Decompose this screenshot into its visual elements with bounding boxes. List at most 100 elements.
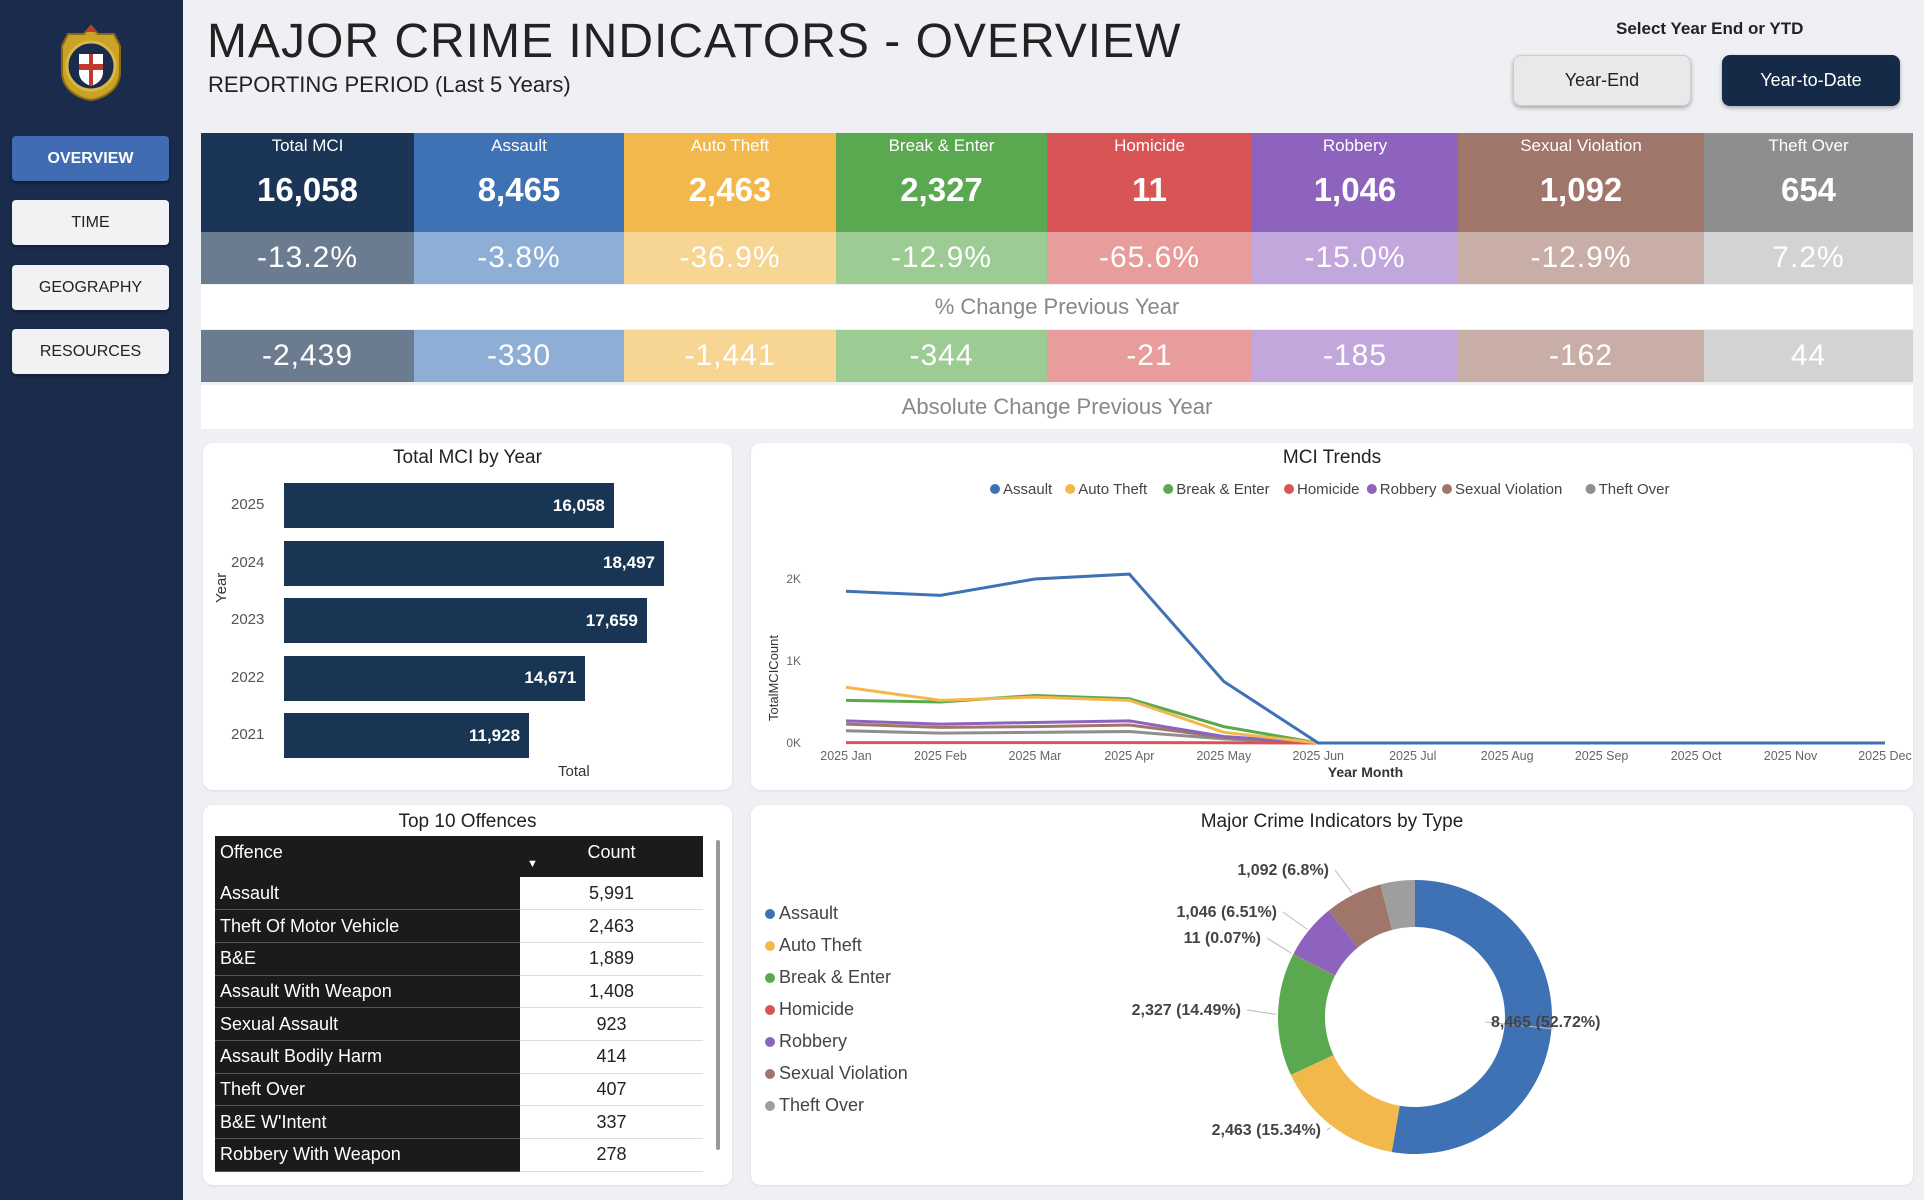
donut-legend-item[interactable]: Assault (765, 903, 838, 924)
series-line-break-enter[interactable] (845, 693, 1885, 745)
x-tick-label: 2025 Feb (914, 749, 967, 763)
bar-row: 17,659 (284, 598, 647, 643)
x-tick-label: 2025 Apr (1104, 749, 1154, 763)
legend-label[interactable]: Assault (1003, 481, 1053, 498)
donut-legend-item[interactable]: Sexual Violation (765, 1063, 908, 1084)
count-cell: 414 (520, 1040, 703, 1074)
table-row[interactable]: Theft Of Motor Vehicle 2,463 (215, 909, 703, 943)
offence-cell: Theft Of Motor Vehicle (215, 909, 520, 943)
kpi-pct-change-homicide: -65.6% (1047, 232, 1252, 284)
kpi-value: 1,046 (1313, 170, 1397, 208)
donut-slice-break-enter[interactable] (1278, 954, 1335, 1075)
offence-column-header[interactable]: Offence ▼ (215, 836, 538, 877)
bar[interactable]: 11,928 (284, 713, 530, 758)
legend-label[interactable]: Sexual Violation (1455, 481, 1562, 498)
mci-by-type-panel: Major Crime Indicators by Type Assault Au… (751, 805, 1913, 1185)
donut-slice-theft-over[interactable] (1380, 880, 1415, 930)
donut-data-label: 8,465 (52.72%) (1491, 1014, 1600, 1031)
kpi-abs-change-row: -2,439 -330 -1,441 -344 -21 -185 -162 44 (201, 330, 1913, 382)
sidebar-item-time[interactable]: TIME (12, 200, 169, 245)
donut-slice-robbery[interactable] (1293, 910, 1359, 976)
offence-cell: Sexual Assault (215, 1007, 520, 1041)
bar-value-label: 17,659 (585, 610, 638, 630)
legend-dot (990, 484, 1000, 494)
table-row[interactable]: Assault Bodily Harm 414 (215, 1040, 703, 1074)
kpi-name: Robbery (1322, 136, 1388, 155)
kpi-pct-change-theft-over: 7.2% (1704, 232, 1913, 284)
table-row[interactable]: Theft Over 407 (215, 1073, 703, 1107)
table-row[interactable]: B&E W'Intent 337 (215, 1105, 703, 1139)
kpi-abs-change-homicide: -21 (1047, 330, 1252, 382)
y-tick-label: 0K (786, 736, 801, 750)
donut-slice-auto-theft[interactable] (1290, 1055, 1400, 1153)
legend-dot (1284, 484, 1294, 494)
count-column-header[interactable]: Count (520, 836, 703, 877)
page-title: MAJOR CRIME INDICATORS - OVERVIEW (207, 15, 1182, 68)
series-line-auto-theft[interactable] (845, 685, 1885, 745)
donut-legend-item[interactable]: Robbery (765, 1031, 847, 1052)
sort-desc-icon[interactable]: ▼ (527, 858, 538, 870)
table-row[interactable]: B&E 1,889 (215, 942, 703, 976)
legend-label[interactable]: Theft Over (1599, 481, 1670, 498)
bar-row: 11,928 (284, 713, 530, 758)
bar[interactable]: 18,497 (284, 540, 664, 586)
bar[interactable]: 17,659 (284, 598, 647, 643)
kpi-card-auto-theft: Auto Theft 2,463 (624, 133, 836, 232)
legend-label[interactable]: Robbery (1380, 481, 1437, 498)
kpi-value: 2,327 (900, 170, 983, 208)
kpi-name: Auto Theft (690, 136, 770, 155)
bar-year-label: 2024 (231, 553, 265, 571)
bar[interactable]: 14,671 (284, 655, 586, 701)
table-row[interactable]: Sexual Assault 923 (215, 1007, 703, 1041)
table-row[interactable]: Assault With Weapon 1,408 (215, 975, 703, 1009)
table-title: Top 10 Offences (398, 811, 537, 832)
donut-legend-item[interactable]: Break & Enter (765, 967, 891, 988)
kpi-pct-change-auto-theft: -36.9% (624, 232, 836, 284)
donut-legend-item[interactable]: Theft Over (765, 1095, 864, 1116)
donut-leader-line (1246, 1009, 1277, 1015)
x-tick-label: 2025 Jan (820, 749, 871, 763)
table-row[interactable]: Assault 5,991 (215, 877, 703, 911)
donut-slice-assault[interactable] (1391, 880, 1552, 1154)
year-to-date-button[interactable]: Year-to-Date (1722, 55, 1900, 106)
donut-legend-label: Robbery (779, 1031, 848, 1051)
kpi-name: Assault (491, 136, 547, 155)
sidebar-item-overview[interactable]: OVERVIEW (12, 136, 169, 181)
bar[interactable]: 16,058 (284, 483, 614, 528)
kpi-abs-change-total-mci: -2,439 (201, 330, 414, 382)
top-offences-table: Offence ▼ Count Assault 5,991 Theft Of Mot… (215, 836, 703, 1172)
count-cell: 5,991 (520, 877, 703, 911)
sidebar: OVERVIEW TIME GEOGRAPHY RESOURCES (0, 0, 183, 1200)
donut-leader-line (1266, 937, 1292, 954)
legend-label[interactable]: Auto Theft (1078, 481, 1148, 498)
year-end-button[interactable]: Year-End (1513, 55, 1691, 106)
pct-change-caption: % Change Previous Year (201, 285, 1913, 329)
kpi-card-break-enter: Break & Enter 2,327 (836, 133, 1047, 232)
table-row[interactable]: Robbery With Weapon 278 (215, 1138, 703, 1172)
sidebar-item-resources[interactable]: RESOURCES (12, 329, 169, 374)
kpi-abs-change-auto-theft: -1,441 (624, 330, 836, 382)
donut-legend-label: Homicide (779, 999, 855, 1019)
legend-label[interactable]: Homicide (1297, 481, 1360, 498)
offence-cell: Assault Bodily Harm (215, 1040, 520, 1074)
donut-legend-item[interactable]: Homicide (765, 999, 854, 1020)
donut-legend-item[interactable]: Auto Theft (765, 935, 862, 956)
count-cell: 923 (520, 1007, 703, 1041)
kpi-card-total-mci: Total MCI 16,058 (201, 133, 414, 232)
donut-slice-homicide[interactable] (1293, 953, 1336, 976)
sidebar-item-geography[interactable]: GEOGRAPHY (12, 265, 169, 310)
kpi-pct-change-sexual-violation: -12.9% (1458, 232, 1704, 284)
offence-cell: B&E W'Intent (215, 1105, 520, 1139)
series-line-assault[interactable] (845, 572, 1885, 745)
bar-value-label: 14,671 (524, 668, 577, 687)
x-tick-label: 2025 Dec (1858, 749, 1912, 763)
kpi-name: Total MCI (271, 136, 344, 155)
police-crest-logo (61, 24, 121, 102)
count-cell: 2,463 (520, 909, 703, 943)
offence-header-label: Offence (220, 842, 283, 862)
table-scrollbar[interactable] (716, 840, 720, 1150)
legend-label[interactable]: Break & Enter (1176, 481, 1269, 498)
donut-legend-label: Sexual Violation (779, 1063, 908, 1083)
donut-slice-sexual-violation[interactable] (1328, 884, 1393, 948)
trend-ylabel: TotalMCICount (766, 635, 781, 721)
